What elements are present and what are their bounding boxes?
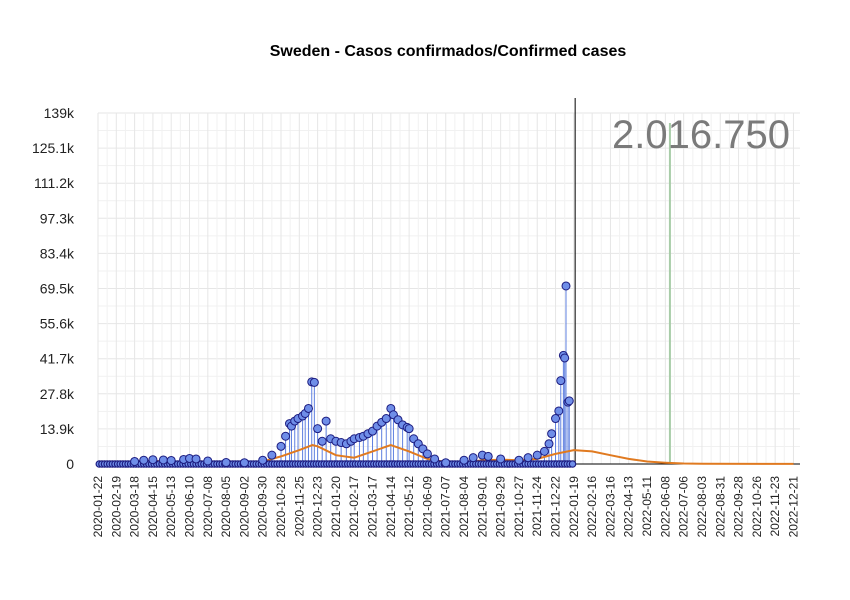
x-tick-label: 2022-12-21 bbox=[786, 476, 800, 538]
x-tick-label: 2021-02-17 bbox=[347, 476, 361, 538]
x-tick-label: 2020-02-19 bbox=[109, 476, 123, 538]
x-tick-label: 2022-01-19 bbox=[567, 476, 581, 538]
data-point bbox=[468, 453, 478, 463]
data-point bbox=[309, 377, 319, 387]
x-tick-label: 2020-10-28 bbox=[274, 476, 288, 538]
data-point bbox=[560, 353, 570, 363]
x-tick-label: 2022-02-16 bbox=[585, 476, 599, 538]
y-tick-label: 41.7k bbox=[40, 351, 75, 367]
y-tick-label: 27.8k bbox=[40, 386, 75, 402]
chart-title: Sweden - Casos confirmados/Confirmed cas… bbox=[270, 43, 627, 60]
x-tick-label: 2022-08-03 bbox=[695, 476, 709, 538]
data-point bbox=[539, 446, 549, 456]
x-tick-label: 2021-01-20 bbox=[329, 476, 343, 538]
data-point bbox=[496, 454, 506, 464]
y-tick-label: 139k bbox=[44, 105, 75, 121]
stems bbox=[134, 285, 570, 464]
x-tick-label: 2021-05-12 bbox=[402, 476, 416, 538]
x-tick-label: 2020-11-25 bbox=[292, 476, 306, 537]
data-point bbox=[130, 456, 140, 466]
data-point bbox=[381, 414, 391, 424]
data-point bbox=[561, 281, 571, 291]
data-point bbox=[281, 431, 291, 441]
y-tick-label: 97.3k bbox=[40, 210, 75, 226]
x-tick-label: 2020-06-10 bbox=[183, 476, 197, 538]
x-tick-label: 2021-04-14 bbox=[384, 476, 398, 538]
data-point bbox=[554, 406, 564, 416]
x-tick-label: 2022-04-13 bbox=[622, 476, 636, 538]
x-tick-label: 2021-09-01 bbox=[475, 476, 489, 538]
data-point bbox=[313, 424, 323, 434]
data-point bbox=[441, 458, 451, 468]
data-point bbox=[532, 450, 542, 460]
y-tick-label: 83.4k bbox=[40, 245, 75, 261]
x-tick-label: 2020-07-08 bbox=[201, 476, 215, 538]
data-point bbox=[564, 396, 574, 406]
x-tick-label: 2021-06-09 bbox=[420, 476, 434, 538]
x-tick-label: 2021-10-27 bbox=[512, 476, 526, 538]
x-tick-label: 2020-08-05 bbox=[219, 476, 233, 538]
y-tick-label: 69.5k bbox=[40, 281, 75, 297]
data-points bbox=[95, 281, 577, 468]
y-tick-label: 125.1k bbox=[32, 140, 75, 156]
data-point bbox=[556, 376, 566, 386]
data-point bbox=[544, 439, 554, 449]
data-point bbox=[483, 451, 493, 461]
data-point bbox=[267, 450, 277, 460]
data-point bbox=[258, 455, 268, 465]
data-point bbox=[239, 458, 249, 468]
x-tick-label: 2020-09-30 bbox=[256, 476, 270, 538]
x-tick-label: 2022-06-08 bbox=[658, 476, 672, 538]
data-point bbox=[547, 429, 557, 439]
x-tick-label: 2021-12-22 bbox=[549, 476, 563, 538]
data-point bbox=[203, 456, 213, 466]
data-point bbox=[158, 455, 168, 465]
x-tick-label: 2020-09-02 bbox=[237, 476, 251, 538]
data-point bbox=[303, 403, 313, 413]
y-axis-ticks: 0 13.9k 27.8k 41.7k 55.6k 69.5k 83.4k 97.3k 111.… bbox=[32, 105, 75, 472]
y-tick-label: 13.9k bbox=[40, 421, 75, 437]
x-tick-label: 2021-08-04 bbox=[457, 476, 471, 538]
data-point bbox=[276, 441, 286, 451]
x-tick-label: 2022-03-16 bbox=[603, 476, 617, 538]
x-tick-label: 2022-08-31 bbox=[713, 476, 727, 538]
y-tick-label: 0 bbox=[66, 456, 74, 472]
x-tick-label: 2020-01-22 bbox=[91, 476, 105, 538]
data-point bbox=[221, 457, 231, 467]
x-tick-label: 2021-09-29 bbox=[494, 476, 508, 538]
x-tick-label: 2022-07-06 bbox=[677, 476, 691, 538]
x-tick-label: 2020-12-23 bbox=[311, 476, 325, 538]
x-tick-label: 2020-03-18 bbox=[128, 476, 142, 538]
x-tick-label: 2021-03-17 bbox=[366, 476, 380, 538]
data-point bbox=[166, 455, 176, 465]
x-tick-label: 2020-04-15 bbox=[146, 476, 160, 538]
x-tick-label: 2020-05-13 bbox=[164, 476, 178, 538]
data-point bbox=[404, 424, 414, 434]
total-cases-label: 2.016.750 bbox=[612, 113, 790, 157]
x-tick-label: 2021-11-24 bbox=[530, 476, 544, 537]
data-point bbox=[148, 455, 158, 465]
data-point bbox=[523, 453, 533, 463]
data-point bbox=[551, 414, 561, 424]
x-tick-label: 2022-11-23 bbox=[768, 476, 782, 537]
x-tick-label: 2021-07-07 bbox=[439, 476, 453, 538]
data-point-zero bbox=[568, 460, 577, 468]
y-tick-label: 111.2k bbox=[34, 175, 75, 191]
data-point bbox=[422, 449, 432, 459]
data-point bbox=[430, 454, 440, 464]
data-point bbox=[459, 455, 469, 465]
x-tick-label: 2022-10-26 bbox=[750, 476, 764, 538]
x-tick-label: 2022-05-11 bbox=[640, 476, 654, 537]
data-point bbox=[514, 455, 524, 465]
y-tick-label: 55.6k bbox=[40, 316, 75, 332]
data-point bbox=[321, 416, 331, 426]
data-point bbox=[139, 455, 149, 465]
grid bbox=[97, 112, 800, 465]
x-axis-ticks: 2020-01-22 2020-02-19 2020-03-18 2020-04-15… bbox=[91, 476, 800, 538]
data-point bbox=[191, 454, 201, 464]
data-point bbox=[317, 436, 327, 446]
x-tick-label: 2022-09-28 bbox=[732, 476, 746, 538]
